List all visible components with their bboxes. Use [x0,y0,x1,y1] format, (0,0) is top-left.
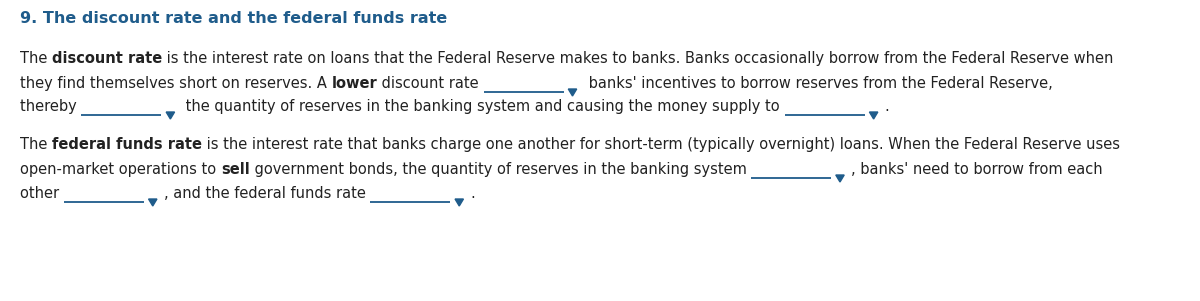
Text: sell: sell [221,162,250,177]
Text: The: The [20,137,52,152]
Polygon shape [166,112,174,119]
Text: , banks' need to borrow from each: , banks' need to borrow from each [851,162,1103,177]
Text: thereby: thereby [20,99,82,114]
Text: The: The [20,51,52,66]
Text: lower: lower [331,76,377,91]
Text: is the interest rate on loans that the Federal Reserve makes to banks. Banks occ: is the interest rate on loans that the F… [162,51,1114,66]
Text: federal funds rate: federal funds rate [52,137,202,152]
Polygon shape [455,199,463,206]
Polygon shape [835,175,845,182]
Text: .: . [470,186,475,201]
Text: discount rate: discount rate [377,76,484,91]
Text: the quantity of reserves in the banking system and causing the money supply to: the quantity of reserves in the banking … [181,99,785,114]
Text: , and the federal funds rate: , and the federal funds rate [163,186,371,201]
Text: government bonds, the quantity of reserves in the banking system: government bonds, the quantity of reserv… [250,162,751,177]
Text: they find themselves short on reserves. A: they find themselves short on reserves. … [20,76,331,91]
Text: other: other [20,186,64,201]
Polygon shape [569,89,577,96]
Text: banks' incentives to borrow reserves from the Federal Reserve,: banks' incentives to borrow reserves fro… [583,76,1052,91]
Text: is the interest rate that banks charge one another for short-term (typically ove: is the interest rate that banks charge o… [202,137,1120,152]
Text: open-market operations to: open-market operations to [20,162,221,177]
Polygon shape [870,112,878,119]
Text: 9. The discount rate and the federal funds rate: 9. The discount rate and the federal fun… [20,11,448,26]
Text: discount rate: discount rate [52,51,162,66]
Polygon shape [149,199,157,206]
Text: .: . [884,99,889,114]
